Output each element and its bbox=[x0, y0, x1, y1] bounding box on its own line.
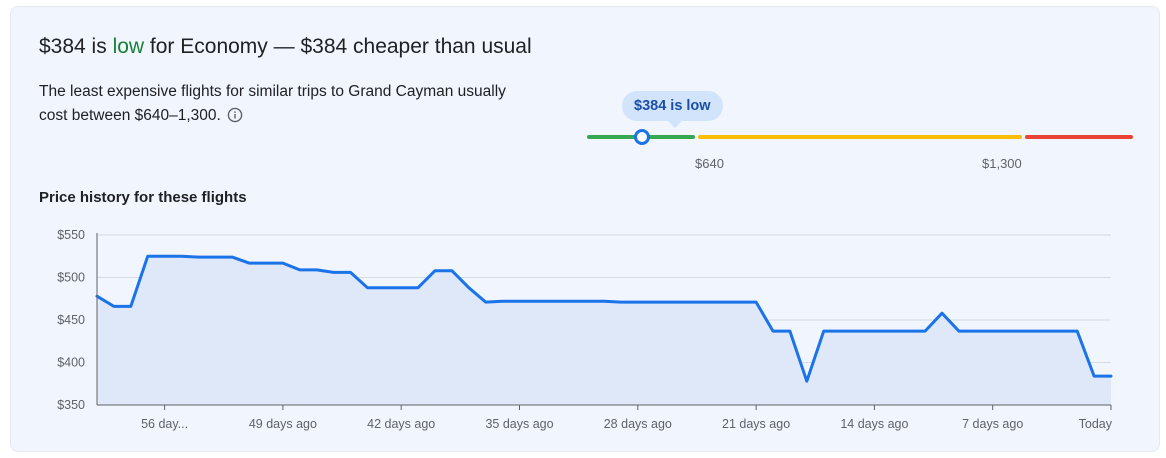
x-tick-label: 49 days ago bbox=[249, 417, 317, 431]
gauge-high-segment bbox=[1025, 135, 1133, 139]
x-tick-label: 56 day... bbox=[141, 417, 188, 431]
y-tick-label: $450 bbox=[57, 313, 85, 327]
y-tick-label: $400 bbox=[57, 356, 85, 370]
gauge-typical-segment bbox=[698, 135, 1022, 139]
headline-is: is bbox=[85, 35, 113, 58]
y-tick-label: $350 bbox=[57, 398, 85, 412]
y-tick-label: $550 bbox=[57, 228, 85, 242]
price-insights-card: $384 is low for Economy — $384 cheaper t… bbox=[10, 6, 1160, 452]
headline-price: $384 bbox=[39, 35, 86, 58]
x-tick-label: Today bbox=[1079, 417, 1113, 431]
price-headline: $384 is low for Economy — $384 cheaper t… bbox=[39, 35, 532, 59]
price-area-fill bbox=[97, 256, 1111, 405]
headline-rest: for Economy — $384 cheaper than usual bbox=[144, 35, 532, 58]
current-price-bubble: $384 is low bbox=[622, 91, 723, 128]
x-tick-label: 21 days ago bbox=[722, 417, 790, 431]
x-tick-label: 35 days ago bbox=[485, 417, 553, 431]
info-icon[interactable] bbox=[227, 107, 243, 131]
current-price-marker bbox=[634, 129, 650, 145]
y-tick-label: $500 bbox=[57, 271, 85, 285]
chart-area-layer bbox=[95, 254, 1113, 405]
gauge-low-label: $640 bbox=[695, 156, 724, 171]
price-range-description: The least expensive flights for similar … bbox=[39, 80, 509, 131]
description-text: The least expensive flights for similar … bbox=[39, 83, 506, 124]
headline-status-low: low bbox=[112, 35, 145, 58]
gauge-high-label: $1,300 bbox=[982, 156, 1022, 171]
chart-axes bbox=[96, 233, 1112, 410]
x-tick-label: 7 days ago bbox=[962, 417, 1023, 431]
x-tick-label: 14 days ago bbox=[840, 417, 908, 431]
price-history-chart[interactable]: $550 $500 $450 $400 $350 56 day... 49 days ago… bbox=[11, 7, 1159, 451]
price-line bbox=[95, 254, 1113, 383]
chart-tick-labels: $550 $500 $450 $400 $350 56 day... 49 days ago… bbox=[57, 228, 1113, 431]
x-tick-label: 28 days ago bbox=[604, 417, 672, 431]
chart-title: Price history for these flights bbox=[39, 189, 247, 206]
x-tick-label: 42 days ago bbox=[367, 417, 435, 431]
price-range-gauge: $384 is low $640 $1,300 bbox=[587, 89, 1135, 179]
